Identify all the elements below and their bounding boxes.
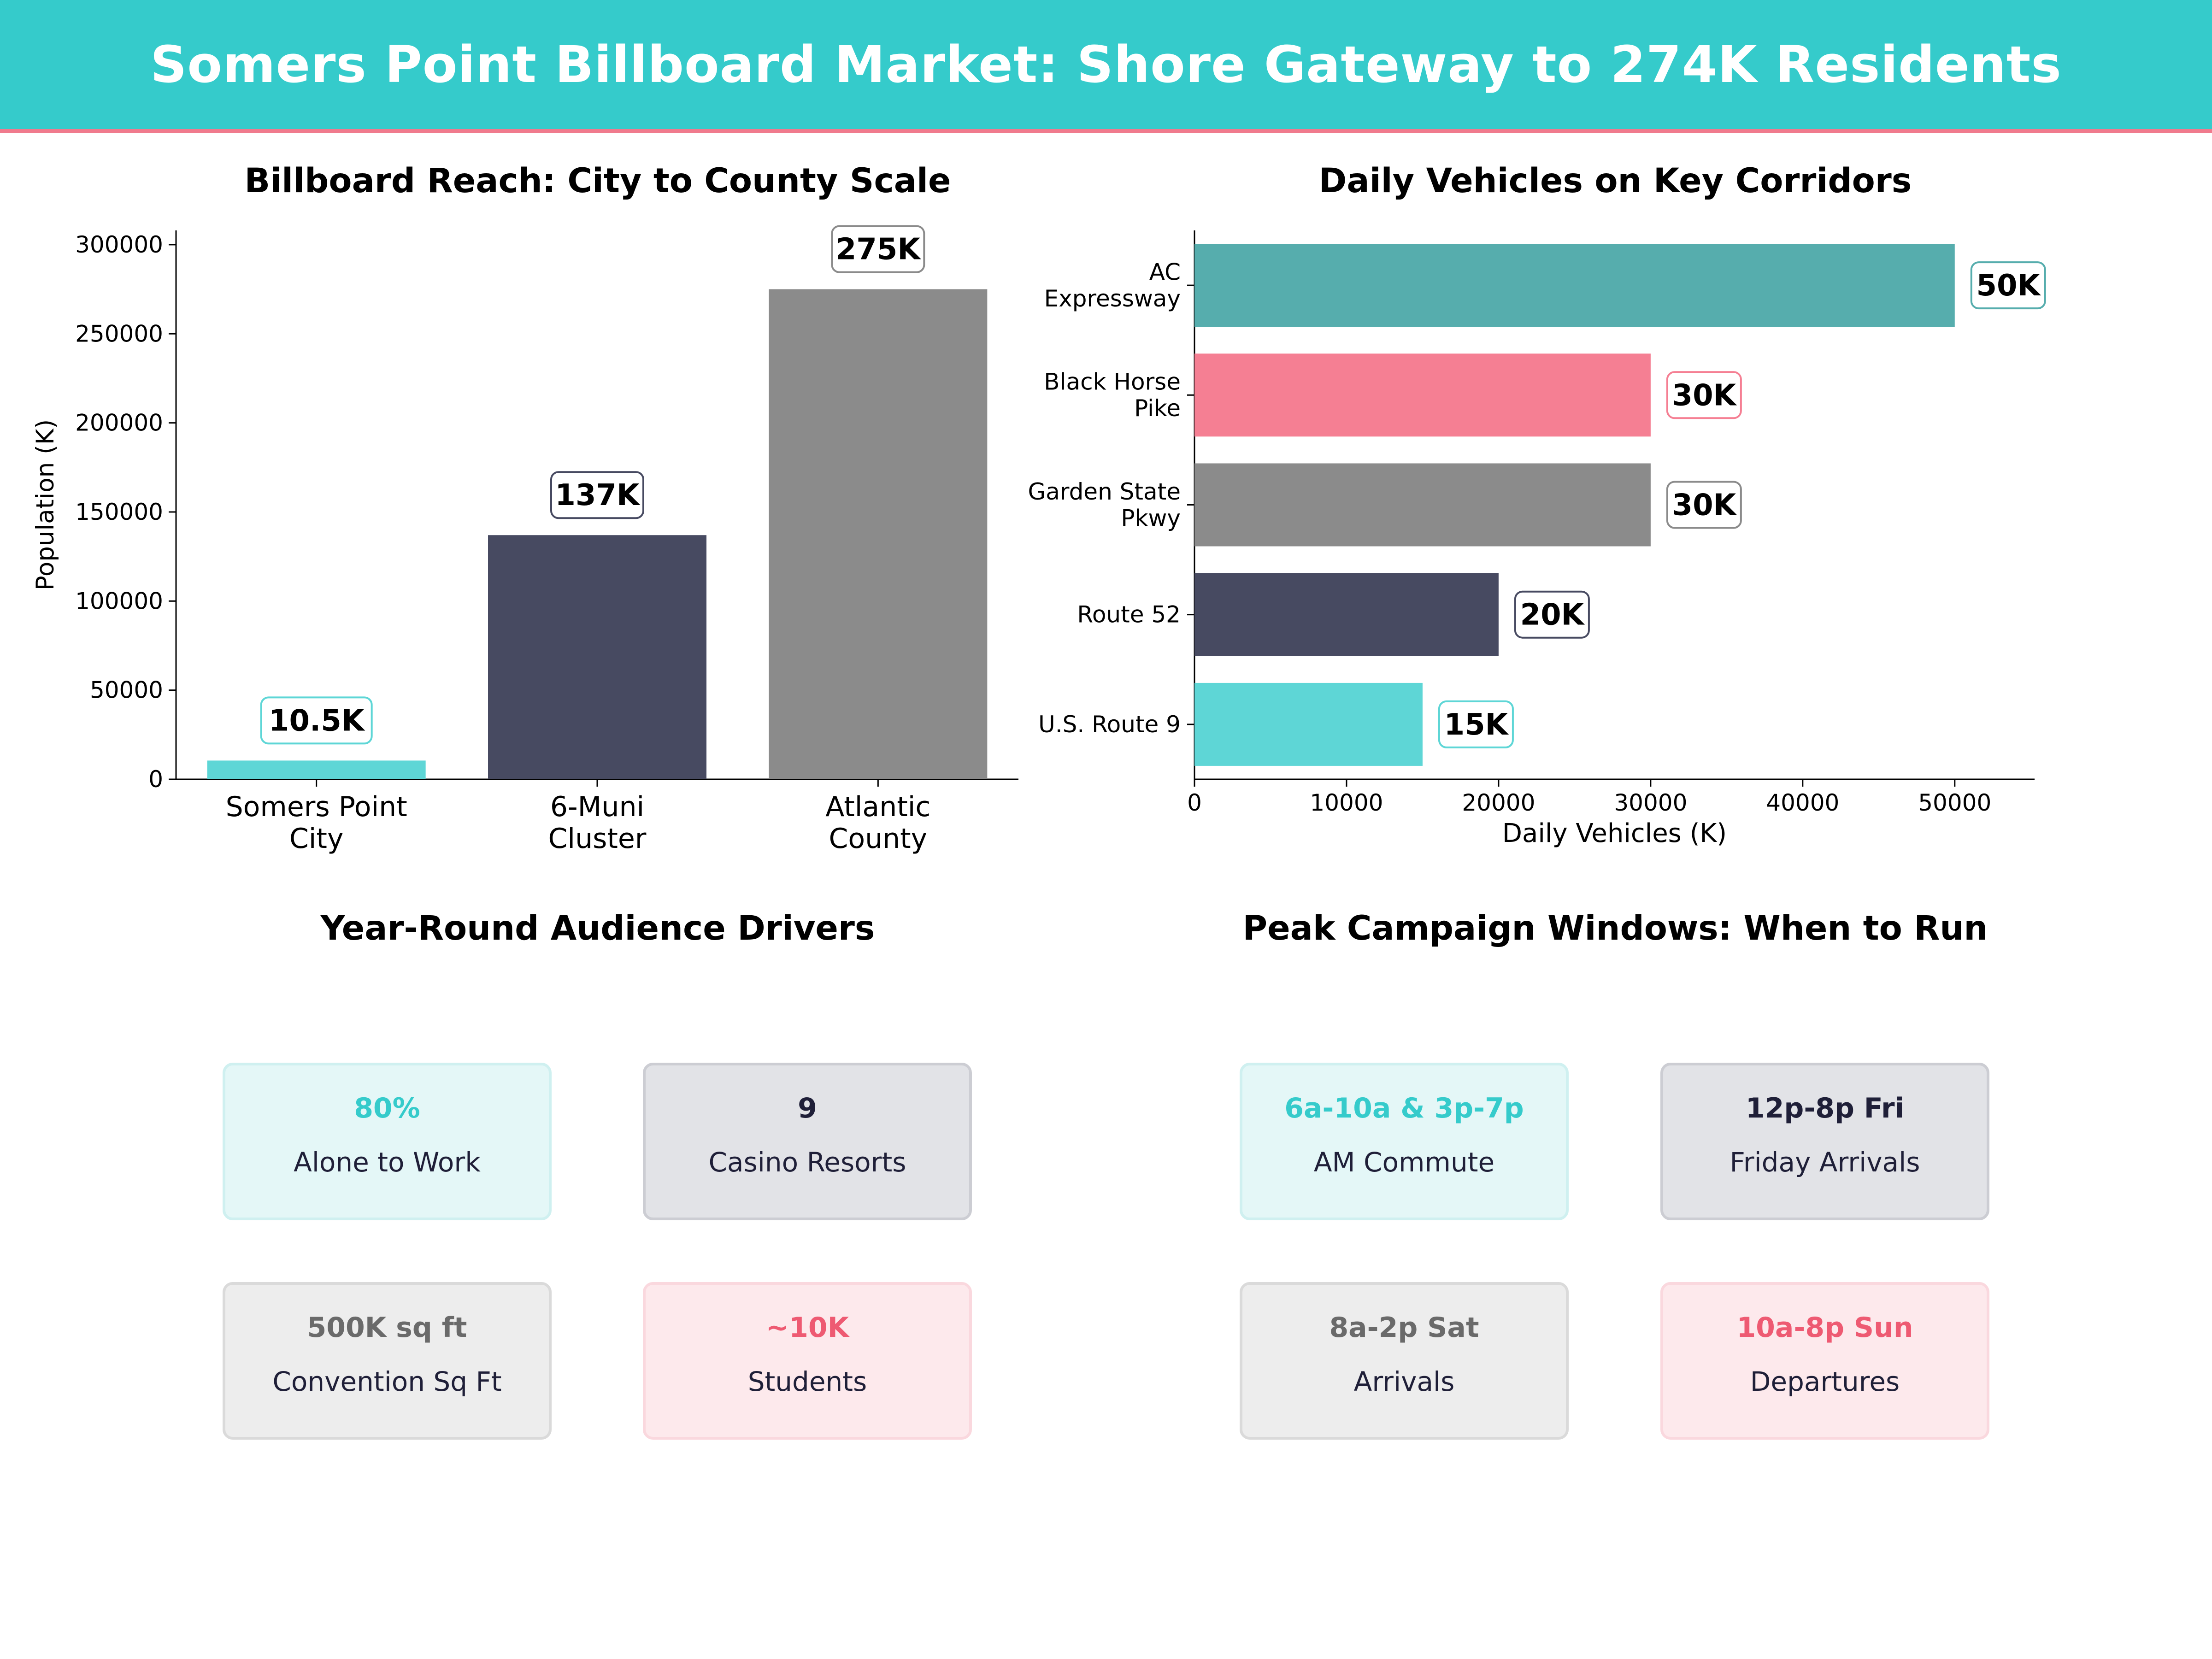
bar — [769, 289, 988, 779]
bar-data-label: 30K — [1672, 488, 1737, 523]
driver-card-students: ~10K Students — [643, 1282, 972, 1440]
bar — [488, 535, 706, 779]
bar — [1194, 353, 1651, 437]
driver-label: Alone to Work — [294, 1147, 481, 1178]
window-value: 12p-8p Fri — [1745, 1092, 1905, 1124]
x-tick-label: 10000 — [1310, 789, 1383, 816]
x-axis-label: Daily Vehicles (K) — [1502, 818, 1727, 848]
window-label: Arrivals — [1353, 1366, 1455, 1397]
y-tick-label: AC Expressway — [1044, 259, 1181, 312]
driver-label: Students — [747, 1366, 867, 1397]
y-tick-label: 150000 — [75, 499, 163, 525]
bar-data-label-box — [1970, 261, 2046, 310]
x-tick-label: Somers Point City — [226, 791, 407, 855]
bar-data-label: 15K — [1444, 708, 1509, 742]
driver-card-casino-resorts: 9 Casino Resorts — [643, 1063, 972, 1220]
y-tick-label: 50000 — [90, 677, 163, 704]
y-tick-label: 250000 — [75, 320, 163, 347]
x-tick-label: 6-Muni Cluster — [548, 791, 647, 855]
y-tick-label: 0 — [148, 766, 163, 793]
x-tick-label: Atlantic County — [825, 791, 930, 855]
y-axis-label: Population (K) — [31, 419, 59, 590]
driver-value: 9 — [798, 1092, 817, 1124]
driver-card-alone-to-work: 80% Alone to Work — [223, 1063, 552, 1220]
driver-label: Casino Resorts — [708, 1147, 906, 1178]
windows-title: Peak Campaign Windows: When to Run — [1242, 909, 1988, 948]
bar-data-label-box — [550, 471, 644, 519]
bar — [1194, 463, 1651, 547]
window-card-friday: 12p-8p Fri Friday Arrivals — [1660, 1063, 1989, 1220]
header-banner: Somers Point Billboard Market: Shore Gat… — [0, 0, 2212, 133]
reach-chart-title: Billboard Reach: City to County Scale — [244, 161, 951, 200]
bar-data-label-box — [831, 225, 925, 273]
driver-value: ~10K — [765, 1312, 849, 1344]
window-value: 8a-2p Sat — [1329, 1312, 1479, 1344]
bar-data-label-box — [1438, 700, 1514, 748]
window-card-am-commute: 6a-10a & 3p-7p AM Commute — [1240, 1063, 1569, 1220]
window-card-saturday: 8a-2p Sat Arrivals — [1240, 1282, 1569, 1440]
bar-data-label-box — [260, 696, 373, 745]
window-value: 6a-10a & 3p-7p — [1284, 1092, 1524, 1124]
bar-data-label: 50K — [1976, 269, 2041, 303]
y-tick-label: 200000 — [75, 410, 163, 436]
x-tick-label: 20000 — [1462, 789, 1535, 816]
page-title: Somers Point Billboard Market: Shore Gat… — [150, 35, 2062, 94]
y-tick-label: Black Horse Pike — [1044, 369, 1181, 422]
y-tick-label: U.S. Route 9 — [1038, 711, 1181, 738]
y-tick-label: 300000 — [75, 231, 163, 258]
bar — [207, 760, 426, 779]
window-label: Friday Arrivals — [1730, 1147, 1920, 1178]
y-tick-label: Garden State Pkwy — [1028, 478, 1181, 532]
y-tick-label: 100000 — [75, 588, 163, 614]
bar-data-label-box — [1514, 590, 1590, 639]
x-tick-label: 50000 — [1918, 789, 1991, 816]
bar-data-label-box — [1666, 481, 1742, 529]
bar — [1194, 682, 1423, 766]
driver-value: 500K sq ft — [307, 1312, 467, 1344]
bar-data-label: 20K — [1520, 598, 1585, 632]
x-tick-label: 0 — [1187, 789, 1202, 816]
y-tick-label: Route 52 — [1077, 601, 1181, 628]
bar-data-label: 30K — [1672, 378, 1737, 412]
window-label: Departures — [1750, 1366, 1900, 1397]
driver-card-convention: 500K sq ft Convention Sq Ft — [223, 1282, 552, 1440]
bar — [1194, 573, 1499, 656]
bar-data-label: 275K — [836, 233, 922, 267]
window-label: AM Commute — [1313, 1147, 1495, 1178]
bar-data-label: 137K — [555, 478, 641, 512]
driver-value: 80% — [354, 1092, 420, 1124]
driver-label: Convention Sq Ft — [272, 1366, 502, 1397]
window-value: 10a-8p Sun — [1736, 1312, 1913, 1344]
bar — [1194, 244, 1955, 327]
drivers-title: Year-Round Audience Drivers — [320, 909, 875, 948]
bar-data-label-box — [1666, 371, 1742, 419]
window-card-sunday: 10a-8p Sun Departures — [1660, 1282, 1989, 1440]
corridor-chart-title: Daily Vehicles on Key Corridors — [1318, 161, 1912, 200]
x-tick-label: 30000 — [1614, 789, 1687, 816]
x-tick-label: 40000 — [1766, 789, 1839, 816]
bar-data-label: 10.5K — [269, 704, 365, 738]
